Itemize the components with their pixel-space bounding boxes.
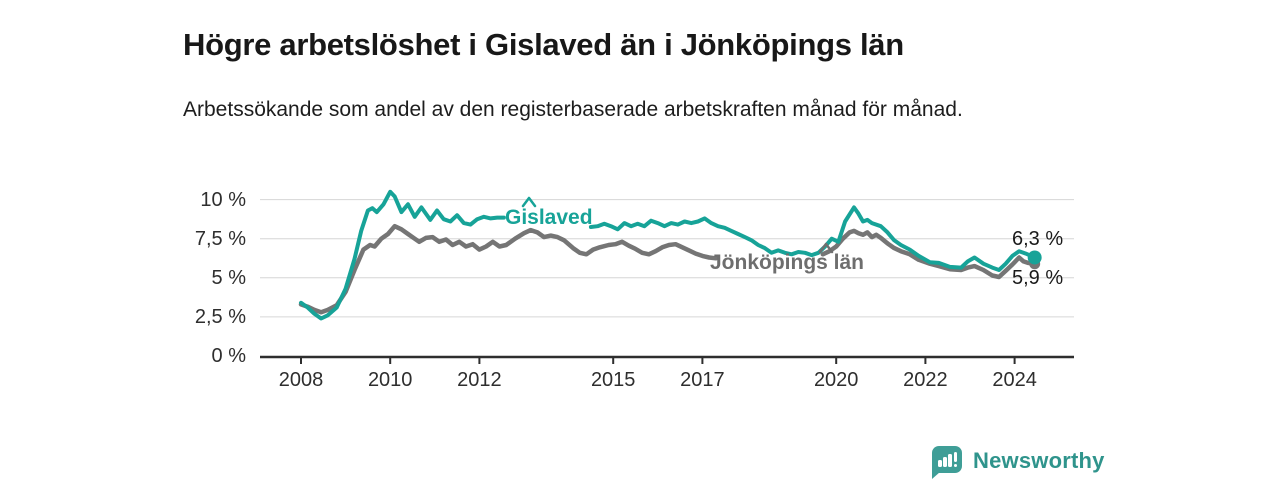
label-pointer-caret <box>818 242 834 254</box>
logo-bar-1 <box>938 460 942 467</box>
label-pointer-caret <box>521 196 537 208</box>
y-tick-label: 7,5 % <box>194 227 246 250</box>
series-line-j-nk-pings-l-n <box>298 223 1037 315</box>
page-subtitle: Arbetssökande som andel av den registerb… <box>183 98 963 121</box>
logo-bar-3 <box>948 454 952 467</box>
end-value-label-gislaved: 6,3 % <box>1012 228 1064 250</box>
end-dot-gislaved <box>1027 250 1042 265</box>
logo-bar-2 <box>943 457 947 467</box>
series-label-gislaved: Gislaved <box>505 206 593 229</box>
x-tick-label: 2012 <box>457 369 502 391</box>
x-tick-label: 2022 <box>903 369 948 391</box>
y-tick-label: 2,5 % <box>194 305 246 328</box>
y-tick-label: 0 % <box>211 345 246 367</box>
logo-exclamation-dot <box>953 463 957 467</box>
x-tick-label: 2017 <box>680 369 725 391</box>
x-tick-label: 2010 <box>367 369 413 391</box>
x-tick-label: 2020 <box>813 369 859 391</box>
x-tick-label: 2015 <box>590 369 636 391</box>
series-line-gislaved <box>299 189 1037 321</box>
bar-chart-bubble-icon <box>932 446 962 479</box>
newsworthy-logo-text: Newsworthy <box>973 448 1105 473</box>
x-tick-label: 2024 <box>992 369 1037 391</box>
end-value-label-jonkopings-lan: 5,9 % <box>1012 267 1064 289</box>
page-title: Högre arbetslöshet i Gislaved än i Jönkö… <box>183 26 904 62</box>
series-label-jonkopings-lan: Jönköpings län <box>710 251 865 274</box>
newsworthy-logo[interactable]: Newsworthy <box>932 445 1192 479</box>
x-tick-label: 2008 <box>278 369 324 391</box>
logo-exclamation-bar <box>953 452 957 462</box>
y-tick-label: 10 % <box>200 188 246 211</box>
y-tick-label: 5 % <box>211 266 246 289</box>
